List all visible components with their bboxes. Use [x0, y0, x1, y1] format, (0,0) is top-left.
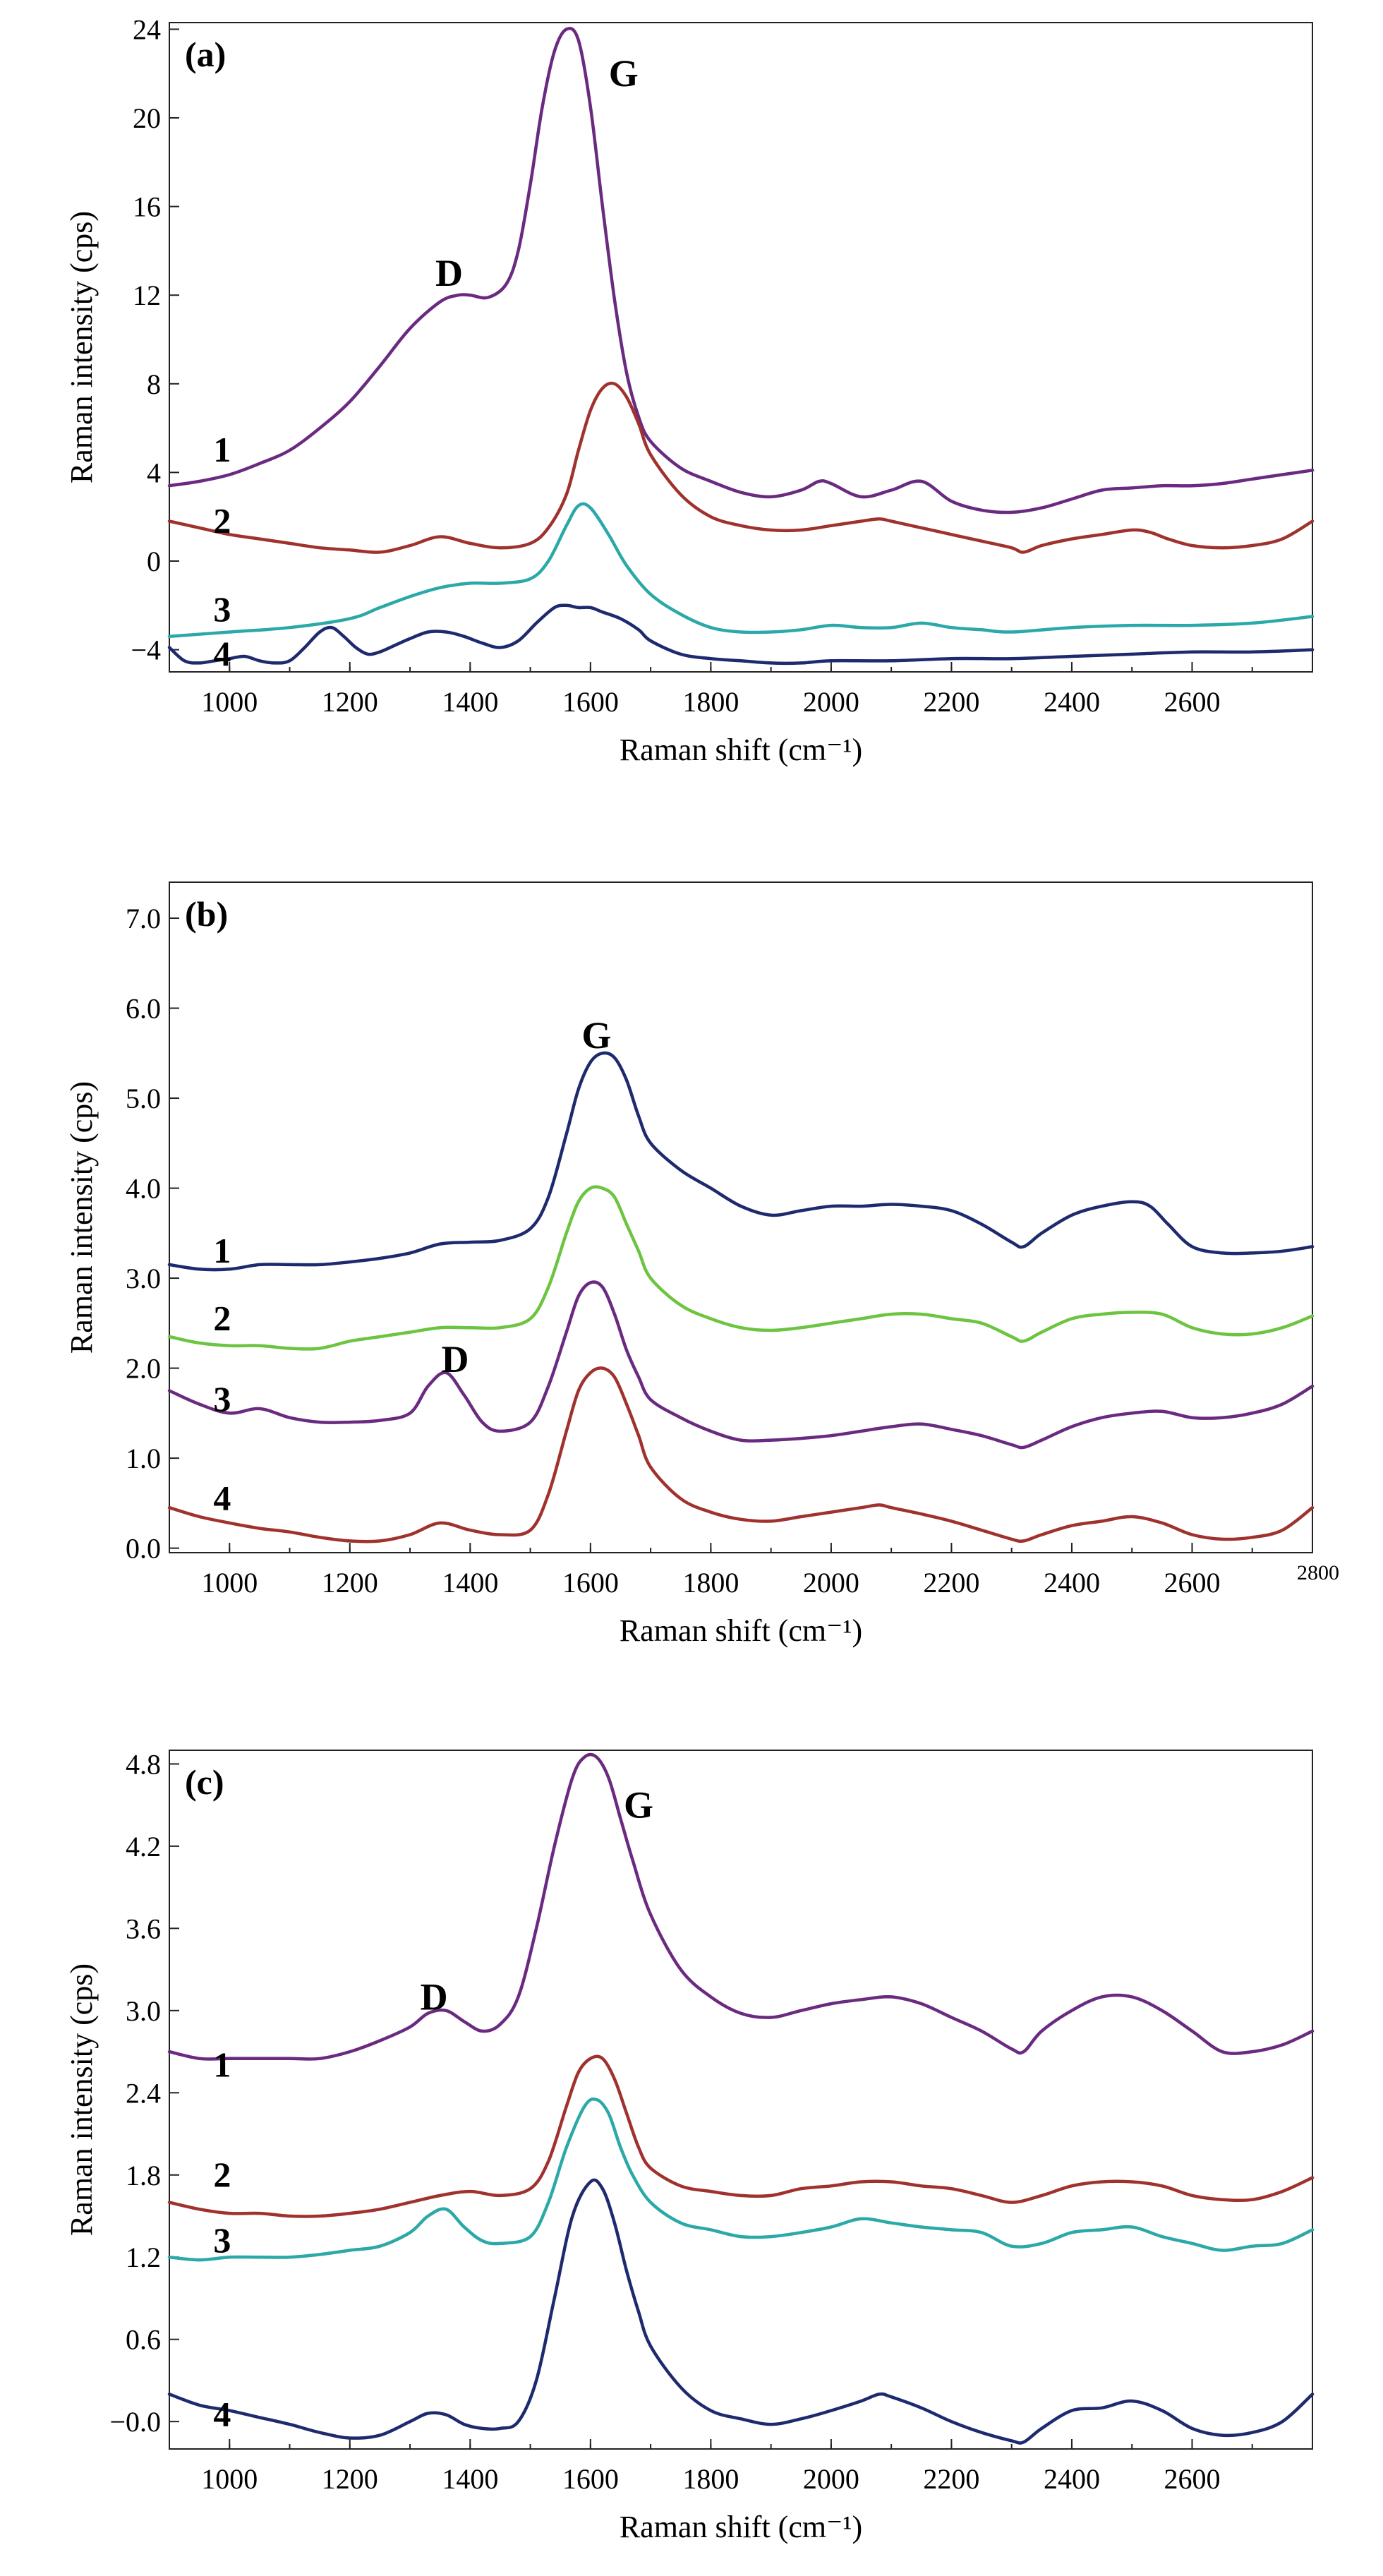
y-tick-label: 4.2 — [126, 1831, 161, 1862]
series-line-1 — [167, 1051, 1315, 1272]
y-tick-label: −4 — [131, 634, 161, 666]
y-tick-label: 2.0 — [126, 1353, 161, 1385]
y-tick-label: 4 — [147, 457, 161, 488]
x-tick-label: 2400 — [1044, 1567, 1100, 1599]
peak-label-D: D — [442, 1338, 469, 1380]
y-tick-label: −0.0 — [109, 2406, 161, 2438]
y-tick-label: 24 — [133, 13, 161, 45]
series-label-4: 4 — [213, 1478, 231, 1517]
x-tick-label: 2400 — [1044, 2463, 1100, 2495]
x-tick-label: 2600 — [1164, 2463, 1220, 2495]
x-axis-title: Raman shift (cm⁻¹) — [620, 1613, 862, 1648]
peak-label-G: G — [581, 1014, 611, 1057]
x-axis-title: Raman shift (cm⁻¹) — [620, 733, 862, 767]
x-tick-label: 2200 — [923, 2463, 979, 2495]
x-tick-label: 1400 — [442, 1567, 498, 1599]
series-line-4 — [167, 2178, 1315, 2445]
x-tick-label: 2200 — [923, 1567, 979, 1599]
peak-label-G: G — [624, 1784, 653, 1826]
series-line-1 — [167, 26, 1315, 514]
series-line-3 — [167, 2097, 1315, 2262]
series-label-1: 1 — [213, 1231, 231, 1270]
series-line-2 — [167, 2054, 1315, 2218]
y-tick-label: 3.0 — [126, 1263, 161, 1294]
panel-b: 1000 1200 1400 1600 1800 2000 2200 2400 2600 2800… — [64, 881, 1339, 1648]
y-tick-label: 1.2 — [126, 2241, 161, 2273]
x-tick-label: 1400 — [442, 2463, 498, 2495]
plot-frame — [169, 881, 1313, 1553]
x-axis-title: Raman shift (cm⁻¹) — [620, 2510, 862, 2544]
peak-label-G: G — [609, 52, 639, 95]
peak-label-D: D — [421, 1975, 448, 2018]
x-tick-label: 1800 — [682, 686, 739, 718]
x-tick-label: 2000 — [803, 1567, 859, 1599]
panel-label: (a) — [185, 35, 226, 74]
x-tick-label: 1000 — [201, 2463, 258, 2495]
series-line-4 — [167, 603, 1315, 666]
x-tick-label: 1200 — [322, 2463, 378, 2495]
series-line-4 — [167, 1366, 1315, 1543]
x-tick-label: 1600 — [562, 686, 619, 718]
y-tick-label: 5.0 — [126, 1083, 161, 1114]
series-label-3: 3 — [213, 589, 231, 629]
panel-label: (b) — [185, 894, 228, 934]
series-line-1 — [167, 1752, 1315, 2061]
y-tick-label: 8 — [147, 368, 161, 400]
plot-frame — [169, 22, 1313, 673]
y-tick-label: 20 — [133, 102, 161, 134]
y-tick-label: 7.0 — [126, 903, 161, 934]
y-tick-label: 6.0 — [126, 993, 161, 1025]
panel-c: 1000 1200 1400 1600 1800 2000 2200 2400 2600 −0.0… — [64, 1748, 1315, 2544]
y-axis-title: Raman intensity (cps) — [64, 1963, 99, 2236]
y-tick-label: 3.6 — [126, 1913, 161, 1944]
x-tick-label: 2800 — [1297, 1561, 1339, 1584]
peak-label-D: D — [435, 252, 463, 294]
y-tick-label: 2.4 — [126, 2077, 161, 2109]
x-tick-label: 1000 — [201, 686, 258, 718]
x-tick-label: 2400 — [1044, 686, 1100, 718]
series-line-3 — [167, 1280, 1315, 1450]
y-tick-label: 3.0 — [126, 1995, 161, 2027]
series-label-3: 3 — [213, 1379, 231, 1419]
plot-frame — [169, 1750, 1313, 2450]
series-label-4: 4 — [213, 634, 231, 673]
x-tick-label: 1800 — [682, 1567, 739, 1599]
x-tick-label: 2000 — [803, 2463, 859, 2495]
y-tick-label: 1.8 — [126, 2160, 161, 2191]
y-axis-title: Raman intensity (cps) — [64, 1081, 99, 1354]
x-tick-label: 1600 — [562, 2463, 619, 2495]
y-tick-label: 0 — [147, 546, 161, 577]
x-tick-label: 2000 — [803, 686, 859, 718]
series-label-3: 3 — [213, 2220, 231, 2260]
y-tick-label: 4.8 — [126, 1748, 161, 1780]
y-tick-label: 0.6 — [126, 2324, 161, 2356]
y-tick-label: 4.0 — [126, 1173, 161, 1205]
y-axis-title: Raman intensity (cps) — [64, 211, 99, 483]
y-tick-label: 12 — [133, 279, 161, 311]
x-tick-label: 2200 — [923, 686, 979, 718]
panel-a: 1000 1200 1400 1600 1800 2000 2200 2400 2600 −4 0 4… — [64, 13, 1315, 767]
series-line-2 — [167, 381, 1315, 554]
series-line-2 — [167, 1185, 1315, 1351]
x-tick-label: 2600 — [1164, 1567, 1220, 1599]
x-tick-label: 1000 — [201, 1567, 258, 1599]
x-tick-label: 1200 — [322, 1567, 378, 1599]
series-line-3 — [167, 502, 1315, 639]
x-tick-label: 1400 — [442, 686, 498, 718]
series-label-4: 4 — [213, 2394, 231, 2433]
series-label-1: 1 — [213, 430, 231, 469]
x-tick-label: 1200 — [322, 686, 378, 718]
y-tick-label: 0.0 — [126, 1533, 161, 1565]
series-label-1: 1 — [213, 2045, 231, 2084]
y-tick-label: 1.0 — [126, 1443, 161, 1474]
series-label-2: 2 — [213, 500, 231, 540]
x-tick-label: 1800 — [682, 2463, 739, 2495]
series-label-2: 2 — [213, 1298, 231, 1337]
x-tick-label: 1600 — [562, 1567, 619, 1599]
series-label-2: 2 — [213, 2155, 231, 2194]
x-tick-label: 2600 — [1164, 686, 1220, 718]
panel-label: (c) — [185, 1762, 224, 1802]
y-tick-label: 16 — [133, 191, 161, 223]
